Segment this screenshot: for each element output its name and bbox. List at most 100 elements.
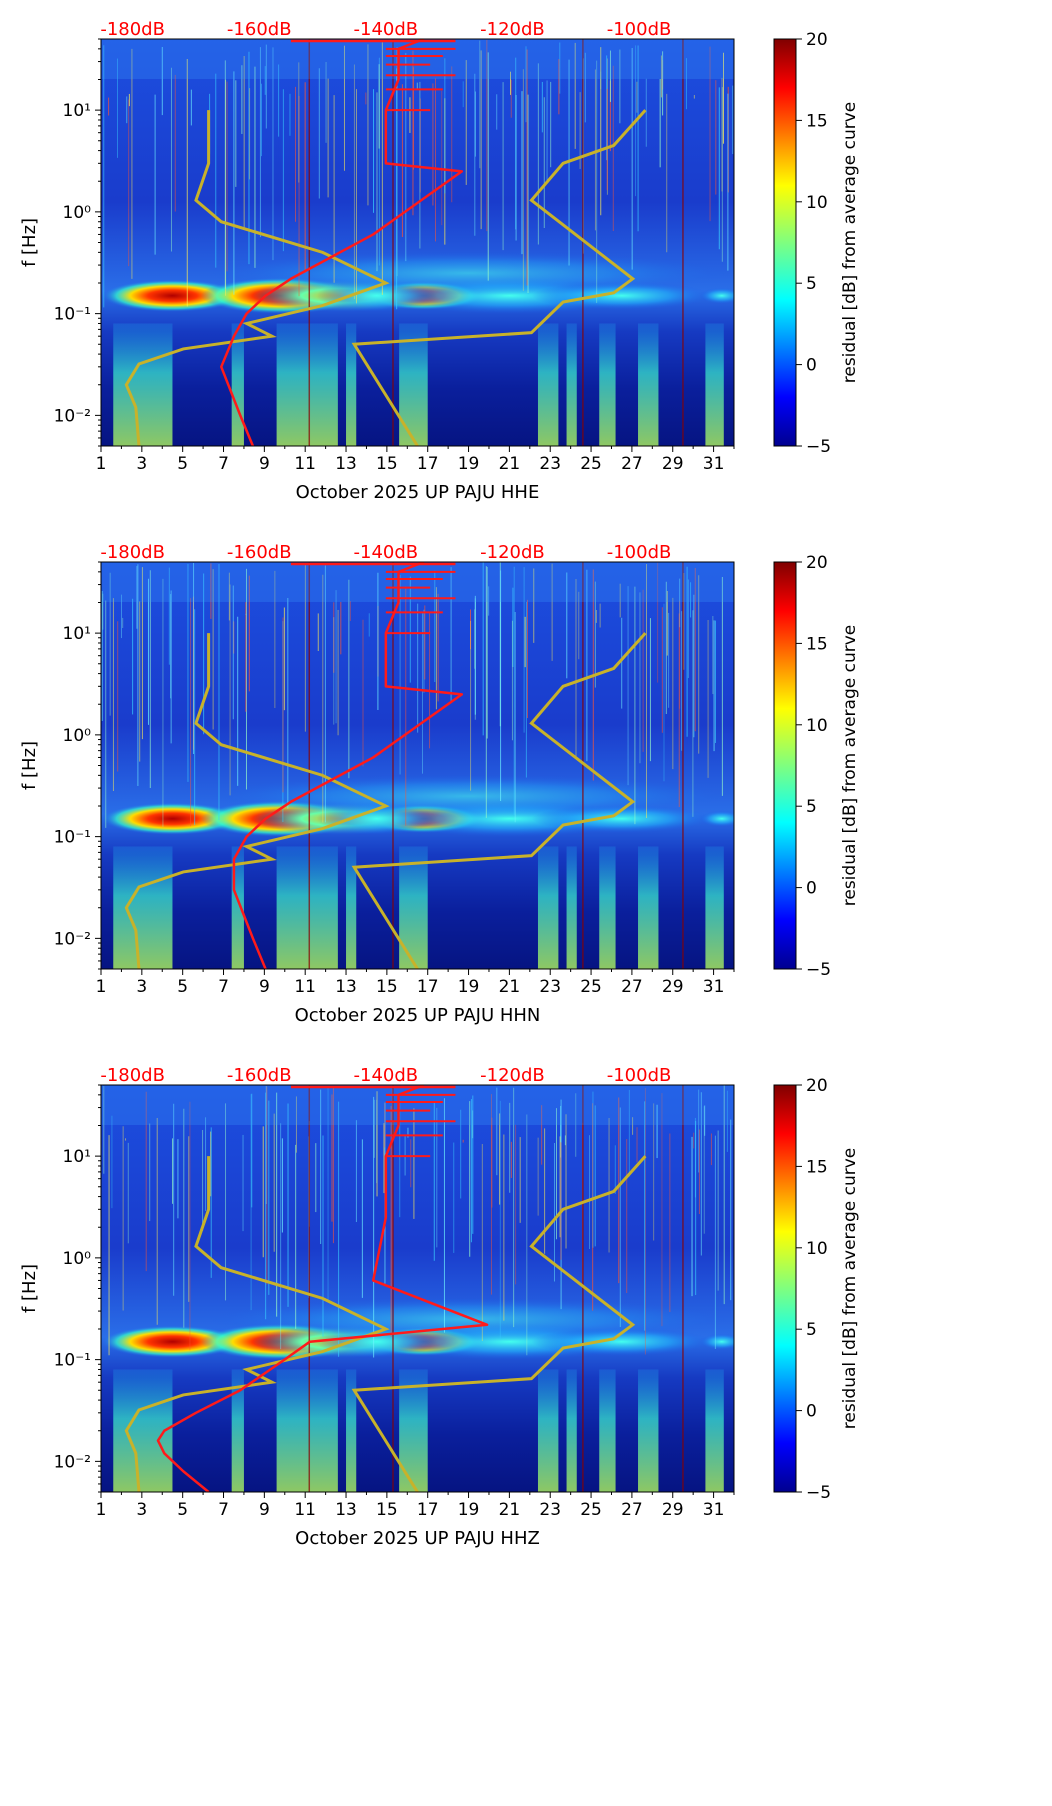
high-freq-band	[101, 1085, 734, 1125]
db-label: -100dB	[607, 542, 672, 563]
x-tick-label: 25	[580, 1500, 602, 1520]
db-label: -120dB	[480, 19, 545, 40]
reference-low-curve	[124, 110, 390, 446]
db-label: -160dB	[227, 19, 292, 40]
y-tick-label: 10⁻²	[54, 1452, 91, 1472]
x-tick-label: 13	[335, 977, 357, 997]
y-tick-label: 10⁻²	[54, 929, 91, 949]
low-freq-band-8	[638, 846, 659, 969]
colorbar-tick-label: 15	[806, 634, 828, 654]
x-tick-label: 29	[662, 1500, 684, 1520]
low-freq-band-9	[705, 1369, 724, 1492]
low-freq-band-0	[113, 846, 173, 969]
low-freq-band-6	[566, 846, 577, 969]
y-tick-label: 10⁻²	[54, 406, 91, 426]
x-tick-label: 19	[458, 454, 480, 474]
microseism-band	[208, 774, 729, 819]
colorbar-tick-label: −5	[806, 960, 831, 980]
db-label: -160dB	[227, 542, 292, 563]
y-tick-label: 10¹	[63, 1147, 91, 1167]
high-freq-band	[101, 39, 734, 79]
x-tick-label: 25	[580, 454, 602, 474]
colorbar: −5 0 5 10 15 20 residual [dB] from average cur…	[773, 553, 860, 980]
high-freq-band	[101, 562, 734, 602]
low-freq-band-3	[346, 846, 357, 969]
x-tick-label: 15	[376, 977, 398, 997]
db-label: -120dB	[480, 542, 545, 563]
y-tick-label: 10⁻¹	[54, 305, 91, 325]
x-tick-label: 15	[376, 1500, 398, 1520]
y-tick-label: 10⁰	[63, 203, 92, 223]
x-tick-label: 9	[259, 1500, 270, 1520]
y-tick-label: 10⁰	[63, 726, 92, 746]
low-freq-band-3	[346, 1369, 357, 1492]
colorbar-tick-label: 15	[806, 111, 828, 131]
x-tick-label: 7	[218, 977, 229, 997]
colorbar-tick-label: 0	[806, 356, 817, 376]
reference-low-curve	[124, 633, 390, 969]
microseism-blob-6	[699, 287, 734, 304]
x-tick-label: 31	[703, 977, 725, 997]
x-tick-label: 13	[335, 454, 357, 474]
db-label: -180dB	[100, 542, 165, 563]
x-tick-label: 23	[539, 977, 561, 997]
colorbar-tick-label: 5	[806, 1320, 817, 1340]
colorbar-tick-label: 10	[806, 1239, 828, 1259]
colorbar-gradient	[773, 1084, 797, 1493]
microseism-band	[208, 251, 729, 296]
reference-high-curve	[351, 109, 647, 446]
microseism-blob-0	[102, 1325, 243, 1358]
y-axis-label: f [Hz]	[19, 1264, 40, 1313]
colorbar-tick-label: −5	[806, 437, 831, 457]
x-tick-label: 29	[662, 977, 684, 997]
colorbar-gradient	[773, 38, 797, 447]
db-label: -140dB	[354, 1065, 419, 1086]
microseism-band	[208, 1297, 729, 1342]
x-tick-label: 21	[499, 454, 521, 474]
x-axis-label: October 2025 UP PAJU HHZ	[295, 1528, 540, 1549]
db-label: -100dB	[607, 19, 672, 40]
microseism-blob-6	[699, 810, 734, 827]
low-freq-band-8	[638, 1369, 659, 1492]
colorbar: −5 0 5 10 15 20 residual [dB] from average cur…	[773, 1076, 860, 1503]
y-tick-label: 10¹	[63, 101, 91, 121]
y-tick-label: 10⁻¹	[54, 1351, 91, 1371]
microseism-blob-6	[699, 1333, 734, 1350]
colorbar-label: residual [dB] from average curve	[840, 1148, 860, 1429]
x-tick-label: 3	[136, 1500, 147, 1520]
x-tick-label: 17	[417, 454, 439, 474]
low-freq-band-7	[599, 323, 616, 446]
microseism-blob-0	[102, 802, 243, 835]
low-freq-band-0	[113, 1369, 173, 1492]
x-tick-label: 27	[621, 454, 643, 474]
low-freq-band-8	[638, 323, 659, 446]
low-freq-band-6	[566, 323, 577, 446]
x-tick-label: 1	[96, 1500, 107, 1520]
x-tick-label: 5	[177, 1500, 188, 1520]
low-freq-band-0	[113, 323, 173, 446]
colorbar-tick-label: 10	[806, 193, 828, 213]
colorbar-gradient	[773, 561, 797, 970]
low-freq-band-6	[566, 1369, 577, 1492]
x-tick-label: 11	[294, 1500, 316, 1520]
reference-high-curve	[351, 632, 647, 969]
db-label: -180dB	[100, 1065, 165, 1086]
x-tick-label: 17	[417, 1500, 439, 1520]
y-tick-label: 10⁰	[63, 1249, 92, 1269]
colorbar: −5 0 5 10 15 20 residual [dB] from average cur…	[773, 30, 860, 457]
y-axis-label: f [Hz]	[19, 218, 40, 267]
low-freq-band-7	[599, 846, 616, 969]
db-label: -140dB	[354, 19, 419, 40]
x-tick-label: 1	[96, 454, 107, 474]
y-tick-label: 10⁻¹	[54, 828, 91, 848]
low-freq-band-9	[705, 846, 724, 969]
low-freq-band-1	[231, 1369, 244, 1492]
colorbar-tick-label: 5	[806, 797, 817, 817]
colorbar-tick-label: 10	[806, 716, 828, 736]
db-label: -180dB	[100, 19, 165, 40]
heatmap-area	[101, 1085, 734, 1492]
colorbar-tick-label: 20	[806, 1076, 828, 1096]
